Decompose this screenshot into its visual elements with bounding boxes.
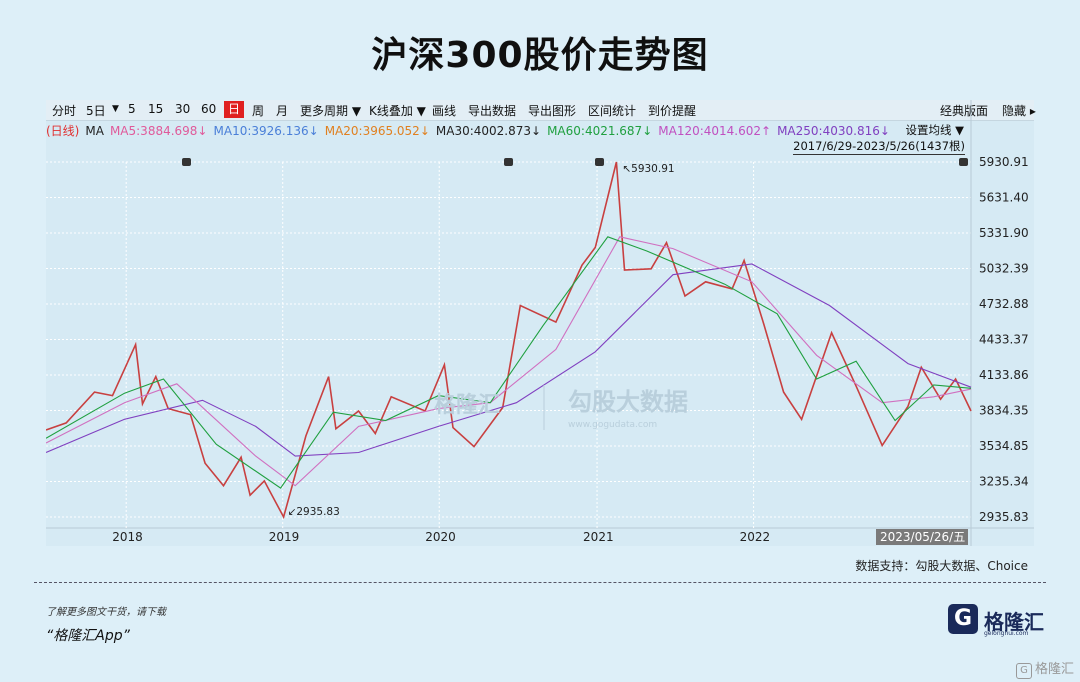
event-marker [182, 158, 191, 166]
event-marker [504, 158, 513, 166]
watermark-right: 勾股大数据 [568, 388, 688, 416]
y-tick-label: 4732.88 [979, 297, 1029, 311]
ma30-value: MA30:4002.873↓ [435, 124, 542, 138]
logo-badge-icon: G [1015, 663, 1032, 679]
y-tick-label: 3235.34 [979, 474, 1029, 488]
cursor-date-label: 2023/05/26/五 [880, 530, 965, 544]
promo-line: 了解更多图文干货，请下载 [46, 607, 166, 618]
tab-30min[interactable]: 30 [175, 102, 191, 116]
divider [34, 582, 1046, 583]
y-tick-label: 5631.40 [979, 191, 1029, 205]
y-tick-label: 3534.85 [979, 439, 1029, 453]
logo-text: 格隆汇 [984, 610, 1044, 634]
page-title: 沪深300股价走势图 [371, 35, 709, 76]
tab-month[interactable]: 月 [276, 104, 289, 118]
y-tick-label: 2935.83 [979, 510, 1029, 524]
ma120-value: MA120:4014.602↑ [658, 124, 772, 138]
y-tick-label: 4133.86 [979, 368, 1029, 382]
ma20-value: MA20:3965.052↓ [324, 124, 430, 138]
chart-toolbar: 分时 5日 ▼ 5 15 30 60 日 周 月 更多周期 ▼ K线叠加 ▼ 画… [46, 100, 1036, 121]
x-tick-label: 2019 [269, 530, 300, 544]
gelonghui-logo: G 格隆汇 gelonghui.com [948, 604, 1048, 638]
ma60-value: MA60:4021.687↓ [547, 124, 653, 138]
tab-5min[interactable]: 5 [128, 102, 136, 116]
hide-button[interactable]: 隐藏 ▸ [1002, 104, 1036, 118]
ma-label: MA [85, 124, 104, 138]
y-tick-label: 5331.90 [979, 226, 1029, 240]
ma-legend: (日线) MA MA5:3884.698↓ MA10:3926.136↓ MA20:39… [46, 122, 896, 138]
series-line-ma250 [46, 263, 972, 457]
ma-settings-dropdown[interactable]: 设置均线 ▼ [905, 123, 965, 137]
ma250-value: MA250:4030.816↓ [777, 124, 890, 138]
y-tick-label: 5930.91 [979, 155, 1029, 169]
promo-app-name: “格隆汇App” [46, 628, 130, 644]
date-range-label: 2017/6/29-2023/5/26(1437根) [793, 139, 965, 155]
export-data-button[interactable]: 导出数据 [468, 104, 517, 118]
classic-layout-button[interactable]: 经典版面 [940, 104, 989, 118]
chevron-down-icon[interactable]: ▼ [112, 104, 119, 114]
tab-fenshi[interactable]: 分时 [52, 104, 77, 118]
kline-overlay-dropdown[interactable]: K线叠加 ▼ [369, 104, 426, 118]
price-chart[interactable]: 5930.91 5631.40 5331.90 5032.39 4732.88 4433.… [46, 100, 1034, 546]
logo-subtext: gelonghui.com [984, 630, 1029, 637]
event-marker [595, 158, 604, 166]
annotation-label: ↖5930.91 [622, 163, 674, 175]
ma5-value: MA5:3884.698↓ [109, 124, 208, 138]
x-tick-label: 2022 [740, 530, 771, 544]
cursor-date-box [876, 529, 968, 545]
watermark-left: 格隆汇 [434, 392, 500, 418]
tab-week[interactable]: 周 [252, 104, 265, 118]
series-line-ma120 [46, 236, 972, 487]
watermark-url: www.gogudata.com [568, 420, 657, 430]
x-tick-label: 2018 [112, 530, 143, 544]
series-line-price [46, 161, 972, 520]
y-tick-label: 5032.39 [979, 261, 1029, 275]
bottom-watermark: G 格隆汇 [1015, 658, 1074, 679]
series-line-ma60 [46, 236, 972, 489]
export-graph-button[interactable]: 导出图形 [528, 104, 577, 118]
ma10-value: MA10:3926.136↓ [213, 124, 319, 138]
chart-panel: 分时 5日 ▼ 5 15 30 60 日 周 月 更多周期 ▼ K线叠加 ▼ 画… [46, 100, 1036, 546]
x-tick-label: 2021 [583, 530, 614, 544]
event-marker [959, 158, 968, 166]
range-stats-button[interactable]: 区间统计 [588, 104, 637, 118]
tab-day[interactable]: 日 [224, 101, 245, 118]
y-tick-label: 3834.35 [979, 404, 1029, 418]
y-tick-label: 4433.37 [979, 333, 1029, 347]
x-tick-label: 2020 [425, 530, 456, 544]
draw-line-button[interactable]: 画线 [432, 104, 457, 118]
tab-15min[interactable]: 15 [148, 102, 164, 116]
more-periods-dropdown[interactable]: 更多周期 ▼ [300, 104, 362, 118]
data-source: 数据支持：勾股大数据、Choice [855, 559, 1028, 573]
period-label: (日线) [46, 124, 80, 138]
tab-60min[interactable]: 60 [201, 102, 217, 116]
logo-icon: G [948, 604, 978, 634]
tab-5day[interactable]: 5日 [86, 104, 106, 118]
price-alert-button[interactable]: 到价提醒 [648, 104, 697, 118]
annotation-label: ↙2935.83 [288, 506, 340, 518]
